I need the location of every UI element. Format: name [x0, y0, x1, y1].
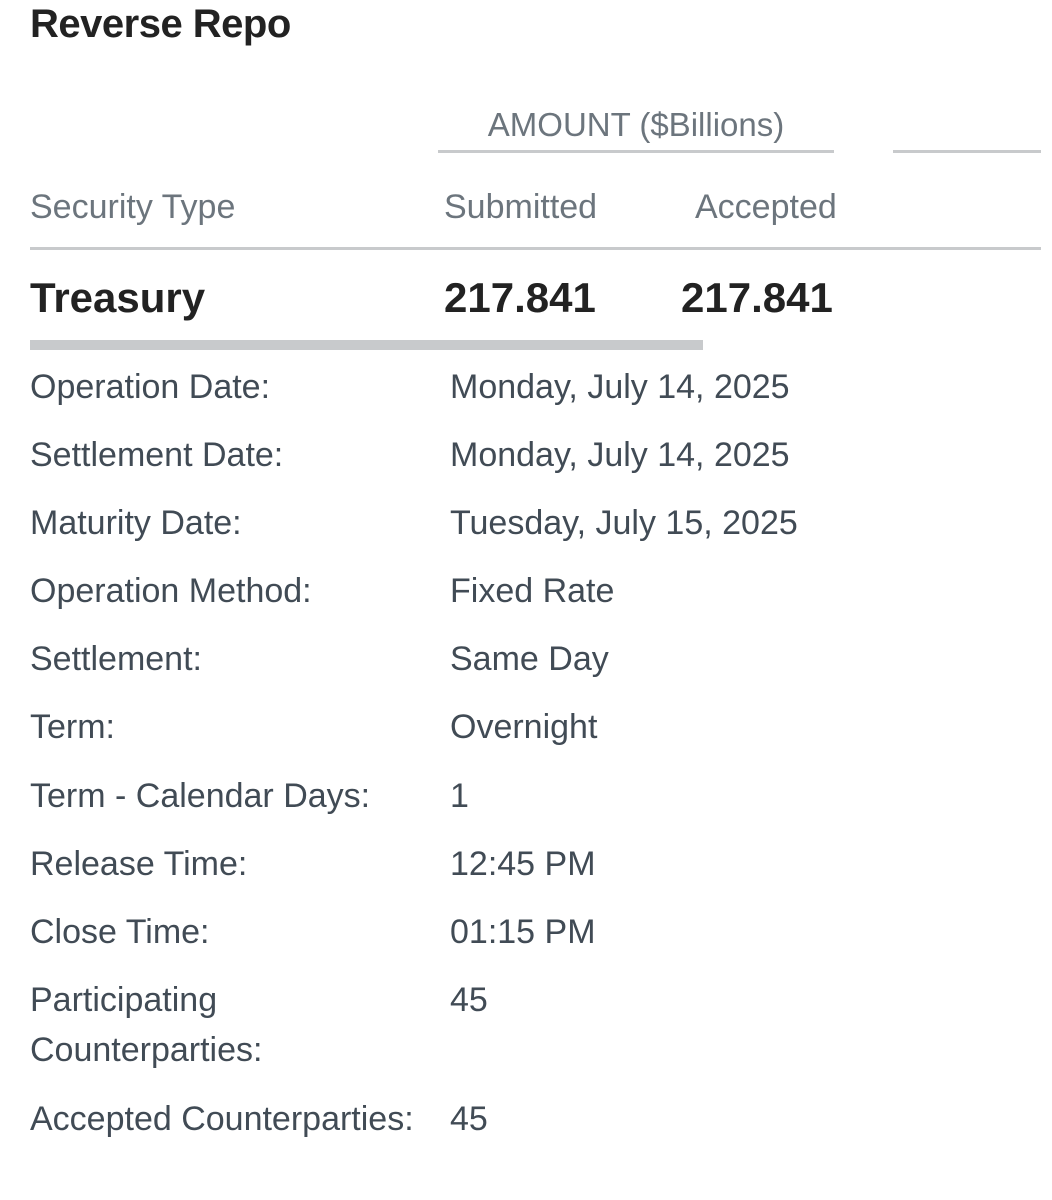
treasury-submitted-value: 217.841: [444, 274, 596, 321]
detail-value: Same Day: [450, 640, 609, 678]
detail-label: Participating Counterparties:: [30, 981, 263, 1069]
detail-value: 01:15 PM: [450, 913, 596, 951]
column-header-accepted: Accepted: [695, 188, 837, 226]
detail-label: Close Time:: [30, 913, 210, 951]
amount-header: AMOUNT ($Billions): [487, 106, 785, 143]
right-header-divider: [893, 150, 1041, 153]
detail-label: Maturity Date:: [30, 504, 242, 542]
detail-value: Tuesday, July 15, 2025: [450, 504, 798, 542]
detail-value: Overnight: [450, 708, 598, 746]
detail-value: Monday, July 14, 2025: [450, 368, 790, 406]
detail-value: 1: [450, 777, 469, 815]
amount-header-divider: [438, 150, 834, 153]
detail-value: Fixed Rate: [450, 572, 615, 610]
detail-label: Release Time:: [30, 845, 248, 883]
detail-value: 12:45 PM: [450, 845, 596, 883]
detail-label: Operation Date:: [30, 368, 271, 406]
column-header-submitted: Submitted: [444, 188, 598, 226]
detail-label: Settlement:: [30, 640, 202, 678]
treasury-accepted-value: 217.841: [681, 274, 833, 321]
page-title: Reverse Repo: [30, 2, 291, 46]
detail-label: Operation Method:: [30, 572, 312, 610]
treasury-label: Treasury: [30, 274, 206, 321]
detail-label: Settlement Date:: [30, 436, 284, 474]
detail-label: Term:: [30, 708, 115, 746]
detail-label: Term - Calendar Days:: [30, 777, 371, 815]
detail-value: 45: [450, 1100, 488, 1138]
column-header-security-type: Security Type: [30, 188, 236, 226]
detail-value: Monday, July 14, 2025: [450, 436, 790, 474]
detail-label: Accepted Counterparties:: [30, 1100, 414, 1138]
header-divider: [30, 247, 1041, 250]
treasury-divider: [30, 340, 703, 350]
detail-value: 45: [450, 981, 488, 1019]
